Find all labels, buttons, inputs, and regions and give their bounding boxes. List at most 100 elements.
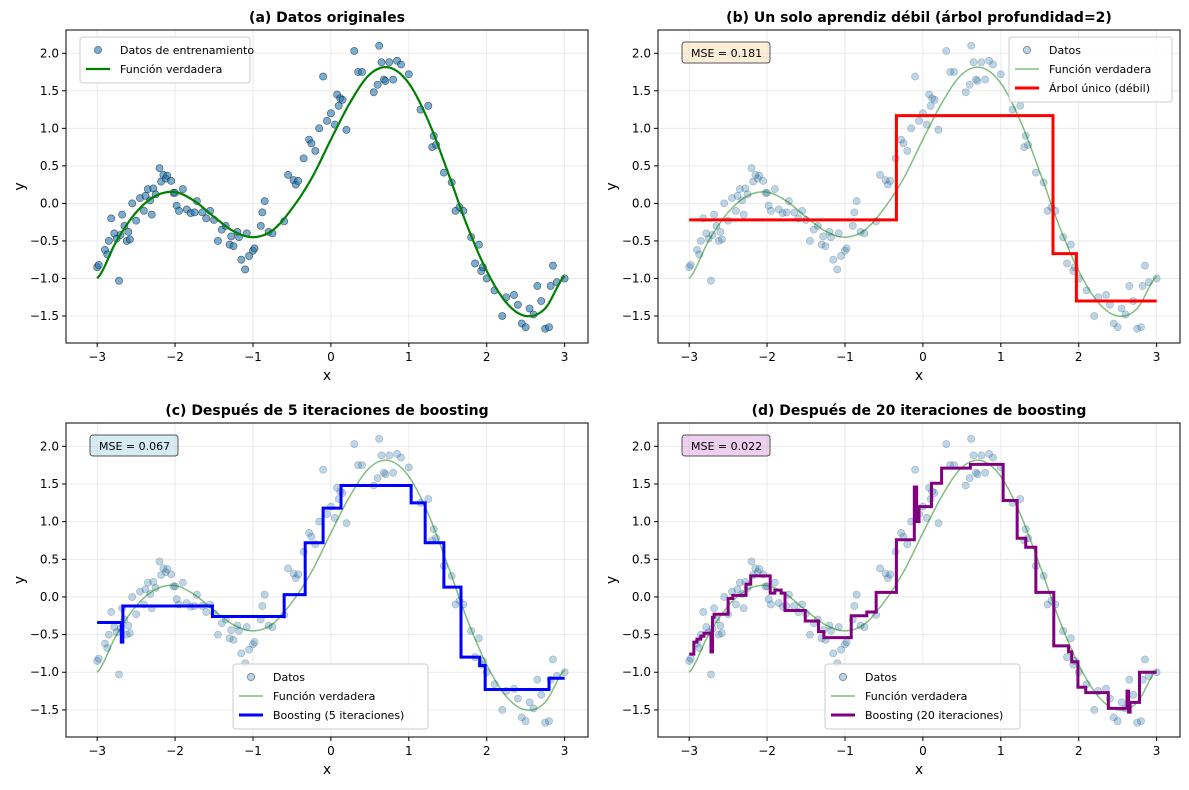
x-tick-label: 1 xyxy=(405,350,413,364)
data-point xyxy=(965,80,974,89)
data-point xyxy=(1133,324,1142,333)
data-point xyxy=(989,60,997,69)
y-tick-label: 1.5 xyxy=(632,84,651,98)
data-point xyxy=(471,259,479,268)
data-point xyxy=(1129,690,1138,699)
legend-label: Boosting (5 iteraciones) xyxy=(273,709,404,722)
x-tick-label: −2 xyxy=(758,350,776,364)
x-tick-label: 3 xyxy=(1153,744,1161,758)
data-point xyxy=(1113,323,1122,332)
x-tick-label: −3 xyxy=(88,744,106,758)
data-point xyxy=(710,604,718,613)
x-tick-label: −3 xyxy=(680,744,698,758)
x-tick-label: −2 xyxy=(166,350,184,364)
data-point xyxy=(147,210,156,219)
data-point xyxy=(167,176,176,185)
data-point xyxy=(107,214,116,223)
data-point xyxy=(1109,713,1118,722)
data-point xyxy=(124,228,133,236)
data-point xyxy=(163,565,172,573)
y-tick-label: −1.0 xyxy=(30,665,59,679)
data-point xyxy=(132,610,141,619)
data-point xyxy=(202,214,211,223)
data-point xyxy=(881,176,890,185)
data-point xyxy=(767,206,775,215)
data-point xyxy=(537,297,546,305)
data-point xyxy=(1020,143,1029,151)
data-point xyxy=(124,621,133,630)
data-point xyxy=(817,240,826,249)
data-point xyxy=(886,570,895,579)
y-tick-label: −0.5 xyxy=(30,628,59,642)
data-point xyxy=(141,191,150,200)
data-point xyxy=(424,101,433,110)
legend-marker-data xyxy=(838,672,848,682)
x-axis-label: x xyxy=(915,368,923,384)
legend: Datos Función verdadera Boosting (20 itera… xyxy=(824,663,1021,730)
legend-label: Función verdadera xyxy=(273,690,375,703)
data-point xyxy=(852,590,861,599)
x-axis-label: x xyxy=(323,762,331,778)
data-point xyxy=(1090,312,1099,320)
data-point xyxy=(549,655,557,664)
subplot-title: (a) Datos originales xyxy=(249,10,405,26)
model-prediction-line xyxy=(689,114,1157,303)
data-point xyxy=(115,670,123,679)
axes-frame xyxy=(65,29,589,344)
data-point xyxy=(510,291,518,299)
legend-marker-data xyxy=(93,45,103,55)
plot-area xyxy=(685,434,1161,727)
data-point xyxy=(1063,653,1071,662)
data-point xyxy=(1133,718,1142,727)
data-point xyxy=(202,608,211,616)
data-point xyxy=(973,77,982,85)
data-point xyxy=(685,657,694,665)
data-point xyxy=(899,139,908,148)
data-point xyxy=(549,261,557,270)
data-point xyxy=(1117,304,1126,313)
true-function-line xyxy=(688,66,1158,317)
data-point xyxy=(764,201,773,210)
data-point xyxy=(294,570,303,579)
data-point xyxy=(350,47,359,55)
y-axis-label: y xyxy=(604,576,620,584)
data-point xyxy=(358,461,366,470)
data-point xyxy=(250,638,259,647)
model-prediction-line xyxy=(689,462,1157,714)
data-point xyxy=(214,237,222,245)
legend-label: Función verdadera xyxy=(1049,63,1151,76)
data-point xyxy=(717,629,726,637)
y-tick-label: 1.0 xyxy=(632,121,651,135)
data-point xyxy=(739,210,748,219)
data-point xyxy=(381,470,390,479)
legend-label: Boosting (20 iteraciones) xyxy=(865,709,1003,722)
plot-area xyxy=(93,434,569,727)
data-point xyxy=(118,210,126,219)
data-point xyxy=(693,246,701,254)
data-point xyxy=(157,571,165,580)
data-point xyxy=(172,595,181,604)
data-point xyxy=(981,468,990,477)
mse-box xyxy=(89,434,179,457)
data-point xyxy=(143,578,152,587)
data-point xyxy=(996,70,1005,79)
data-point xyxy=(732,600,740,609)
data-point xyxy=(198,208,207,217)
data-point xyxy=(911,465,920,474)
x-tick-label: −2 xyxy=(758,744,776,758)
data-point xyxy=(311,146,320,155)
subplot-c: −3 −2 −1 0 1 2 3 −1.5 −1.0 −0.5 0.0 0.5 1.0 1.5 2.0 (c)… xyxy=(12,403,589,778)
data-point xyxy=(749,177,757,186)
data-point xyxy=(125,235,134,244)
data-point xyxy=(714,237,723,245)
y-tick-label: 0.5 xyxy=(40,159,59,173)
data-point xyxy=(770,578,779,587)
data-point xyxy=(342,125,351,134)
data-point xyxy=(716,228,725,236)
y-tick-label: 1.0 xyxy=(632,515,651,529)
data-point xyxy=(741,184,750,193)
data-point xyxy=(720,199,729,208)
data-point xyxy=(903,540,912,549)
data-point xyxy=(1109,319,1118,328)
data-point xyxy=(104,630,113,639)
